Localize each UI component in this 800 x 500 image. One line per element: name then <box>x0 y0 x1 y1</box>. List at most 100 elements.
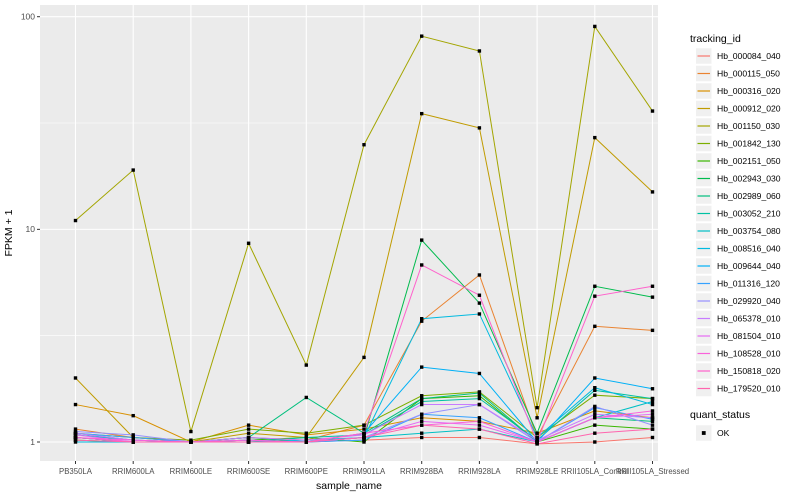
data-point-Hb_002151_050 <box>593 423 597 427</box>
data-point-Hb_065378_010 <box>593 412 597 416</box>
data-point-Hb_179520_010 <box>131 440 135 444</box>
data-point-Hb_008516_040 <box>73 440 78 444</box>
data-point-Hb_003052_210 <box>650 396 655 401</box>
data-point-Hb_150818_020 <box>593 294 597 298</box>
data-point-Hb_179520_010 <box>73 438 78 442</box>
data-point-Hb_001842_130 <box>420 394 424 398</box>
data-point-Hb_001150_030 <box>650 109 655 113</box>
data-point-Hb_065378_010 <box>420 402 424 407</box>
data-point-Hb_000912_020 <box>535 416 539 420</box>
data-point-Hb_008516_040 <box>593 386 597 390</box>
data-point-Hb_150818_020 <box>362 431 366 435</box>
x-tick-label: RRIM928BA <box>400 467 444 476</box>
legend-label-Hb_000316_020: Hb_000316_020 <box>717 86 781 96</box>
data-point-Hb_000316_020 <box>362 427 366 431</box>
data-point-Hb_065378_010 <box>650 416 655 420</box>
x-tick-label: RRIM928LA <box>458 467 501 476</box>
data-point-Hb_150818_020 <box>420 263 424 267</box>
data-point-Hb_000316_020 <box>420 416 424 420</box>
data-point-Hb_081504_010 <box>650 412 655 416</box>
legend-label-Hb_108528_010: Hb_108528_010 <box>717 349 781 359</box>
legend-label-Hb_002989_060: Hb_002989_060 <box>717 191 781 201</box>
legend-swatch-square-icon <box>701 431 706 435</box>
legend-label-Hb_000115_050: Hb_000115_050 <box>717 69 780 79</box>
data-point-Hb_000084_040 <box>650 435 655 440</box>
data-point-Hb_179520_010 <box>593 431 597 435</box>
data-point-Hb_065378_010 <box>477 402 482 407</box>
data-point-Hb_011316_120 <box>477 416 482 420</box>
legend-label-Hb_003052_210: Hb_003052_210 <box>717 209 781 219</box>
data-point-Hb_002943_030 <box>650 295 655 299</box>
data-point-Hb_179520_010 <box>420 423 424 427</box>
data-point-Hb_179520_010 <box>362 435 366 440</box>
data-point-Hb_001150_030 <box>246 241 251 245</box>
x-tick-label: RRIM901LA <box>343 467 386 476</box>
legend-label-Hb_009644_040: Hb_009644_040 <box>717 261 781 271</box>
legend-label-Hb_000912_020: Hb_000912_020 <box>717 104 781 114</box>
data-point-Hb_081504_010 <box>73 433 78 437</box>
data-point-Hb_009644_040 <box>477 371 482 376</box>
data-point-Hb_065378_010 <box>535 438 539 442</box>
data-point-Hb_001842_130 <box>593 393 597 397</box>
data-point-Hb_001150_030 <box>593 24 597 29</box>
data-point-Hb_003052_210 <box>593 388 597 393</box>
data-point-Hb_001150_030 <box>362 143 366 147</box>
data-point-Hb_001150_030 <box>189 429 193 434</box>
data-point-Hb_001150_030 <box>535 405 539 410</box>
legend-title-quant-status: quant_status <box>690 409 750 421</box>
x-tick-label: RRII105LA_Stressed <box>616 467 689 476</box>
data-point-Hb_108528_010 <box>650 409 655 413</box>
data-point-Hb_000912_020 <box>650 190 655 194</box>
data-point-Hb_009644_040 <box>650 387 655 391</box>
data-point-Hb_002943_030 <box>420 238 424 242</box>
legend-label-Hb_002943_030: Hb_002943_030 <box>717 174 781 184</box>
legend-label-quant-OK: OK <box>717 428 730 438</box>
y-tick-label: 1 <box>30 437 35 447</box>
panel-background <box>40 5 658 461</box>
legend-label-Hb_011316_120: Hb_011316_120 <box>717 279 780 289</box>
legend-title-tracking-id: tracking_id <box>690 33 741 45</box>
data-point-Hb_011316_120 <box>131 435 135 440</box>
data-point-Hb_003052_210 <box>304 435 308 440</box>
data-point-Hb_002989_060 <box>477 391 482 395</box>
data-point-Hb_002989_060 <box>650 419 655 424</box>
data-point-Hb_003754_080 <box>420 431 424 435</box>
data-point-Hb_000316_020 <box>73 402 78 407</box>
legend-label-Hb_179520_010: Hb_179520_010 <box>717 384 781 394</box>
data-point-Hb_108528_010 <box>593 416 597 420</box>
data-point-Hb_002151_050 <box>362 440 366 444</box>
legend-label-Hb_001150_030: Hb_001150_030 <box>717 121 780 131</box>
data-point-Hb_000115_050 <box>73 427 78 431</box>
data-point-Hb_029920_040 <box>131 433 135 437</box>
data-point-Hb_000316_020 <box>131 413 135 418</box>
data-point-Hb_179520_010 <box>477 427 482 431</box>
data-point-Hb_179520_010 <box>189 440 193 444</box>
data-point-Hb_011316_120 <box>362 438 366 442</box>
data-point-Hb_002943_030 <box>593 284 597 288</box>
data-point-Hb_081504_010 <box>420 419 424 424</box>
legend-label-Hb_002151_050: Hb_002151_050 <box>717 156 781 166</box>
y-axis-title: FPKM + 1 <box>3 209 15 256</box>
x-tick-label: RRIM928LE <box>516 467 558 476</box>
data-point-Hb_008516_040 <box>535 435 539 440</box>
data-point-Hb_150818_020 <box>477 293 482 297</box>
data-point-Hb_065378_010 <box>246 435 251 440</box>
data-point-Hb_029920_040 <box>420 412 424 416</box>
data-point-Hb_000115_050 <box>420 319 424 323</box>
data-point-Hb_029920_040 <box>593 404 597 409</box>
legend-label-Hb_008516_040: Hb_008516_040 <box>717 244 781 254</box>
y-tick-label: 100 <box>21 12 35 22</box>
legend-label-Hb_001842_130: Hb_001842_130 <box>717 139 781 149</box>
data-point-Hb_002989_060 <box>420 396 424 401</box>
data-point-Hb_001842_130 <box>362 423 366 427</box>
data-point-Hb_029920_040 <box>650 423 655 427</box>
data-point-Hb_002943_030 <box>535 431 539 435</box>
data-point-Hb_000115_050 <box>477 273 482 277</box>
data-point-Hb_179520_010 <box>650 427 655 431</box>
legend-label-Hb_003754_080: Hb_003754_080 <box>717 226 781 236</box>
data-point-Hb_003754_080 <box>650 399 655 404</box>
data-point-Hb_150818_020 <box>650 284 655 288</box>
data-point-Hb_000912_020 <box>477 126 482 130</box>
data-point-Hb_108528_010 <box>131 438 135 442</box>
